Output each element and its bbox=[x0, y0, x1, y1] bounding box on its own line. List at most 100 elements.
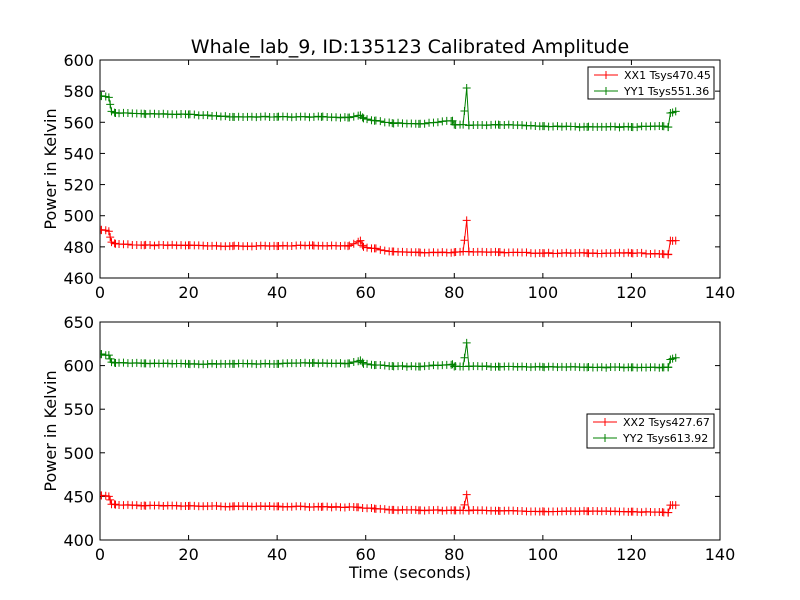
x-tick-label: 120 bbox=[616, 545, 647, 564]
data-point-marker bbox=[459, 120, 468, 129]
data-point-marker bbox=[462, 84, 471, 93]
y-tick-label: 600 bbox=[63, 51, 94, 70]
x-tick-label: 80 bbox=[444, 545, 464, 564]
x-tick-label: 100 bbox=[528, 545, 559, 564]
data-point-marker bbox=[433, 118, 442, 127]
data-point-marker bbox=[358, 358, 367, 367]
data-point-marker bbox=[354, 503, 363, 512]
data-point-marker bbox=[359, 114, 368, 123]
data-point-marker bbox=[301, 502, 310, 511]
data-point-marker bbox=[659, 122, 668, 131]
data-point-marker bbox=[398, 361, 407, 370]
data-point-marker bbox=[460, 107, 469, 116]
data-point-marker bbox=[190, 110, 199, 119]
data-point-marker bbox=[212, 501, 221, 510]
x-tick-label: 0 bbox=[95, 283, 105, 302]
data-point-marker bbox=[106, 495, 115, 504]
data-point-marker bbox=[571, 122, 580, 131]
data-point-marker bbox=[664, 122, 673, 131]
data-point-marker bbox=[557, 122, 566, 131]
data-point-marker bbox=[462, 490, 471, 499]
data-point-marker bbox=[371, 116, 380, 125]
data-point-marker bbox=[104, 351, 113, 360]
data-point-marker bbox=[363, 115, 372, 124]
data-point-marker bbox=[100, 350, 106, 359]
data-point-marker bbox=[448, 116, 457, 125]
data-point-marker bbox=[394, 506, 403, 515]
data-point-marker bbox=[540, 249, 549, 258]
data-point-marker bbox=[611, 122, 620, 131]
y-tick-label: 560 bbox=[63, 113, 94, 132]
data-point-marker bbox=[106, 100, 115, 109]
data-point-marker bbox=[274, 359, 283, 368]
x-tick-label: 120 bbox=[616, 283, 647, 302]
data-point-marker bbox=[100, 225, 106, 234]
data-point-marker bbox=[544, 248, 553, 257]
data-point-marker bbox=[261, 112, 270, 121]
data-point-marker bbox=[376, 117, 385, 126]
data-point-marker bbox=[323, 241, 332, 250]
legend-marker bbox=[602, 71, 610, 79]
data-point-marker bbox=[336, 113, 345, 122]
data-point-marker bbox=[416, 362, 425, 371]
x-tick-label: 140 bbox=[705, 545, 736, 564]
x-tick-label: 0 bbox=[95, 545, 105, 564]
data-point-marker bbox=[495, 248, 504, 257]
data-point-marker bbox=[462, 216, 471, 225]
data-point-marker bbox=[671, 107, 680, 116]
data-point-marker bbox=[349, 357, 358, 366]
data-point-marker bbox=[462, 338, 471, 347]
data-point-marker bbox=[522, 248, 531, 257]
data-point-marker bbox=[602, 363, 611, 372]
data-point-marker bbox=[637, 248, 646, 257]
data-point-marker bbox=[438, 117, 447, 126]
data-point-marker bbox=[287, 242, 296, 251]
legend-box bbox=[587, 66, 715, 100]
x-tick-label: 20 bbox=[178, 283, 198, 302]
data-point-marker bbox=[123, 240, 132, 249]
data-point-marker bbox=[106, 233, 115, 242]
data-point-marker bbox=[172, 501, 181, 510]
y-axis-label: Power in Kelvin bbox=[41, 108, 60, 229]
data-point-marker bbox=[340, 503, 349, 512]
x-tick-label: 80 bbox=[444, 283, 464, 302]
data-point-marker bbox=[359, 242, 368, 251]
data-point-marker bbox=[221, 112, 230, 121]
data-point-marker bbox=[460, 500, 469, 509]
data-point-marker bbox=[363, 359, 372, 368]
legend-label: XX1 Tsys470.45 bbox=[624, 69, 711, 82]
x-tick-label: 40 bbox=[267, 545, 287, 564]
plot-area bbox=[100, 84, 680, 259]
data-point-marker bbox=[482, 362, 491, 371]
legend-label: YY1 Tsys551.36 bbox=[623, 85, 709, 98]
data-point-marker bbox=[420, 119, 429, 128]
data-point-marker bbox=[540, 363, 549, 372]
data-point-marker bbox=[633, 123, 642, 132]
legend-label: YY2 Tsys613.92 bbox=[622, 432, 708, 445]
legend-marker bbox=[602, 87, 610, 95]
data-point-marker bbox=[358, 241, 367, 250]
plot-area bbox=[100, 338, 680, 517]
y-tick-label: 500 bbox=[63, 207, 94, 226]
data-point-marker bbox=[363, 243, 372, 252]
data-point-marker bbox=[150, 241, 159, 250]
data-point-marker bbox=[146, 241, 155, 250]
legend-marker bbox=[601, 418, 609, 426]
y-tick-label: 400 bbox=[63, 531, 94, 550]
data-point-marker bbox=[274, 502, 283, 511]
data-point-marker bbox=[100, 91, 106, 100]
axes-frame bbox=[99, 59, 721, 279]
data-point-marker bbox=[615, 362, 624, 371]
data-point-marker bbox=[190, 359, 199, 368]
data-point-marker bbox=[345, 359, 354, 368]
data-point-marker bbox=[301, 112, 310, 121]
y-tick-label: 650 bbox=[63, 313, 94, 332]
data-point-marker bbox=[344, 242, 352, 251]
data-point-marker bbox=[380, 505, 389, 514]
data-point-marker bbox=[518, 121, 527, 130]
data-point-marker bbox=[104, 492, 113, 501]
bottom-panel: 0 20 40 60 80 100 120 140 400 450 500 550 600 650 Powe… bbox=[41, 313, 735, 582]
x-tick-label: 100 bbox=[528, 283, 559, 302]
